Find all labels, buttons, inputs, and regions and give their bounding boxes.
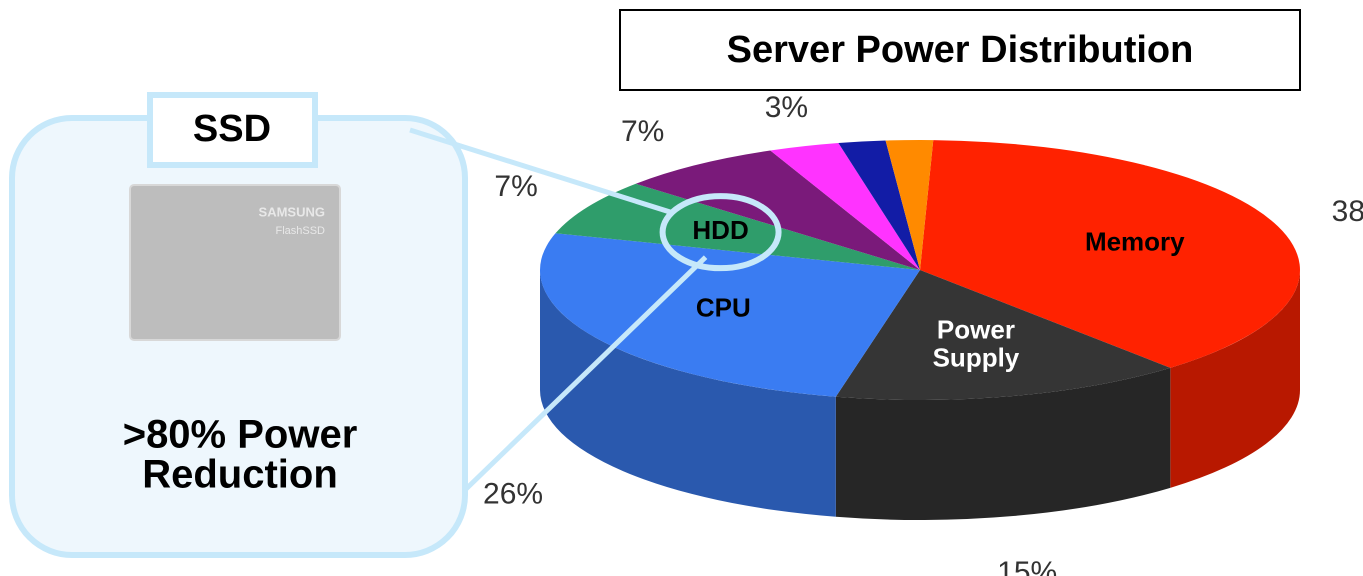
chart-title: Server Power Distribution bbox=[727, 29, 1194, 71]
callout-circle bbox=[659, 193, 782, 272]
callout-body: >80% Power bbox=[123, 413, 358, 457]
value-label: 26% bbox=[483, 477, 543, 510]
pie-slice bbox=[838, 140, 920, 270]
ssd-image bbox=[129, 184, 341, 341]
slice-label: CPU bbox=[696, 292, 751, 322]
callout-title-box bbox=[147, 92, 318, 168]
ssd-brand: SAMSUNG bbox=[259, 204, 325, 219]
pie-slice-side bbox=[1170, 270, 1300, 488]
pie-slice bbox=[635, 150, 920, 270]
value-label: 15% bbox=[997, 556, 1057, 576]
callout-line bbox=[463, 255, 708, 492]
callout-body: Reduction bbox=[142, 453, 338, 497]
value-label: 38% bbox=[1332, 195, 1363, 228]
pie-slice bbox=[920, 140, 1300, 368]
pie-slice-side bbox=[540, 270, 836, 517]
slice-label: Power Supply bbox=[933, 314, 1020, 372]
callout-title: SSD bbox=[193, 108, 271, 150]
pie-slice-side bbox=[835, 367, 1171, 520]
callout-line bbox=[409, 127, 672, 215]
value-label: 7% bbox=[621, 115, 664, 148]
slice-label: Memory bbox=[1085, 227, 1185, 257]
ssd-model: FlashSSD bbox=[275, 225, 325, 237]
pie-slice bbox=[835, 270, 1171, 400]
pie-slice bbox=[885, 140, 934, 270]
value-label: 3% bbox=[765, 91, 808, 124]
pie-slice bbox=[540, 233, 920, 397]
slice-label: HDD bbox=[692, 215, 748, 245]
value-label: 7% bbox=[494, 170, 537, 203]
title-box bbox=[619, 9, 1301, 91]
pie-slice bbox=[770, 143, 920, 270]
